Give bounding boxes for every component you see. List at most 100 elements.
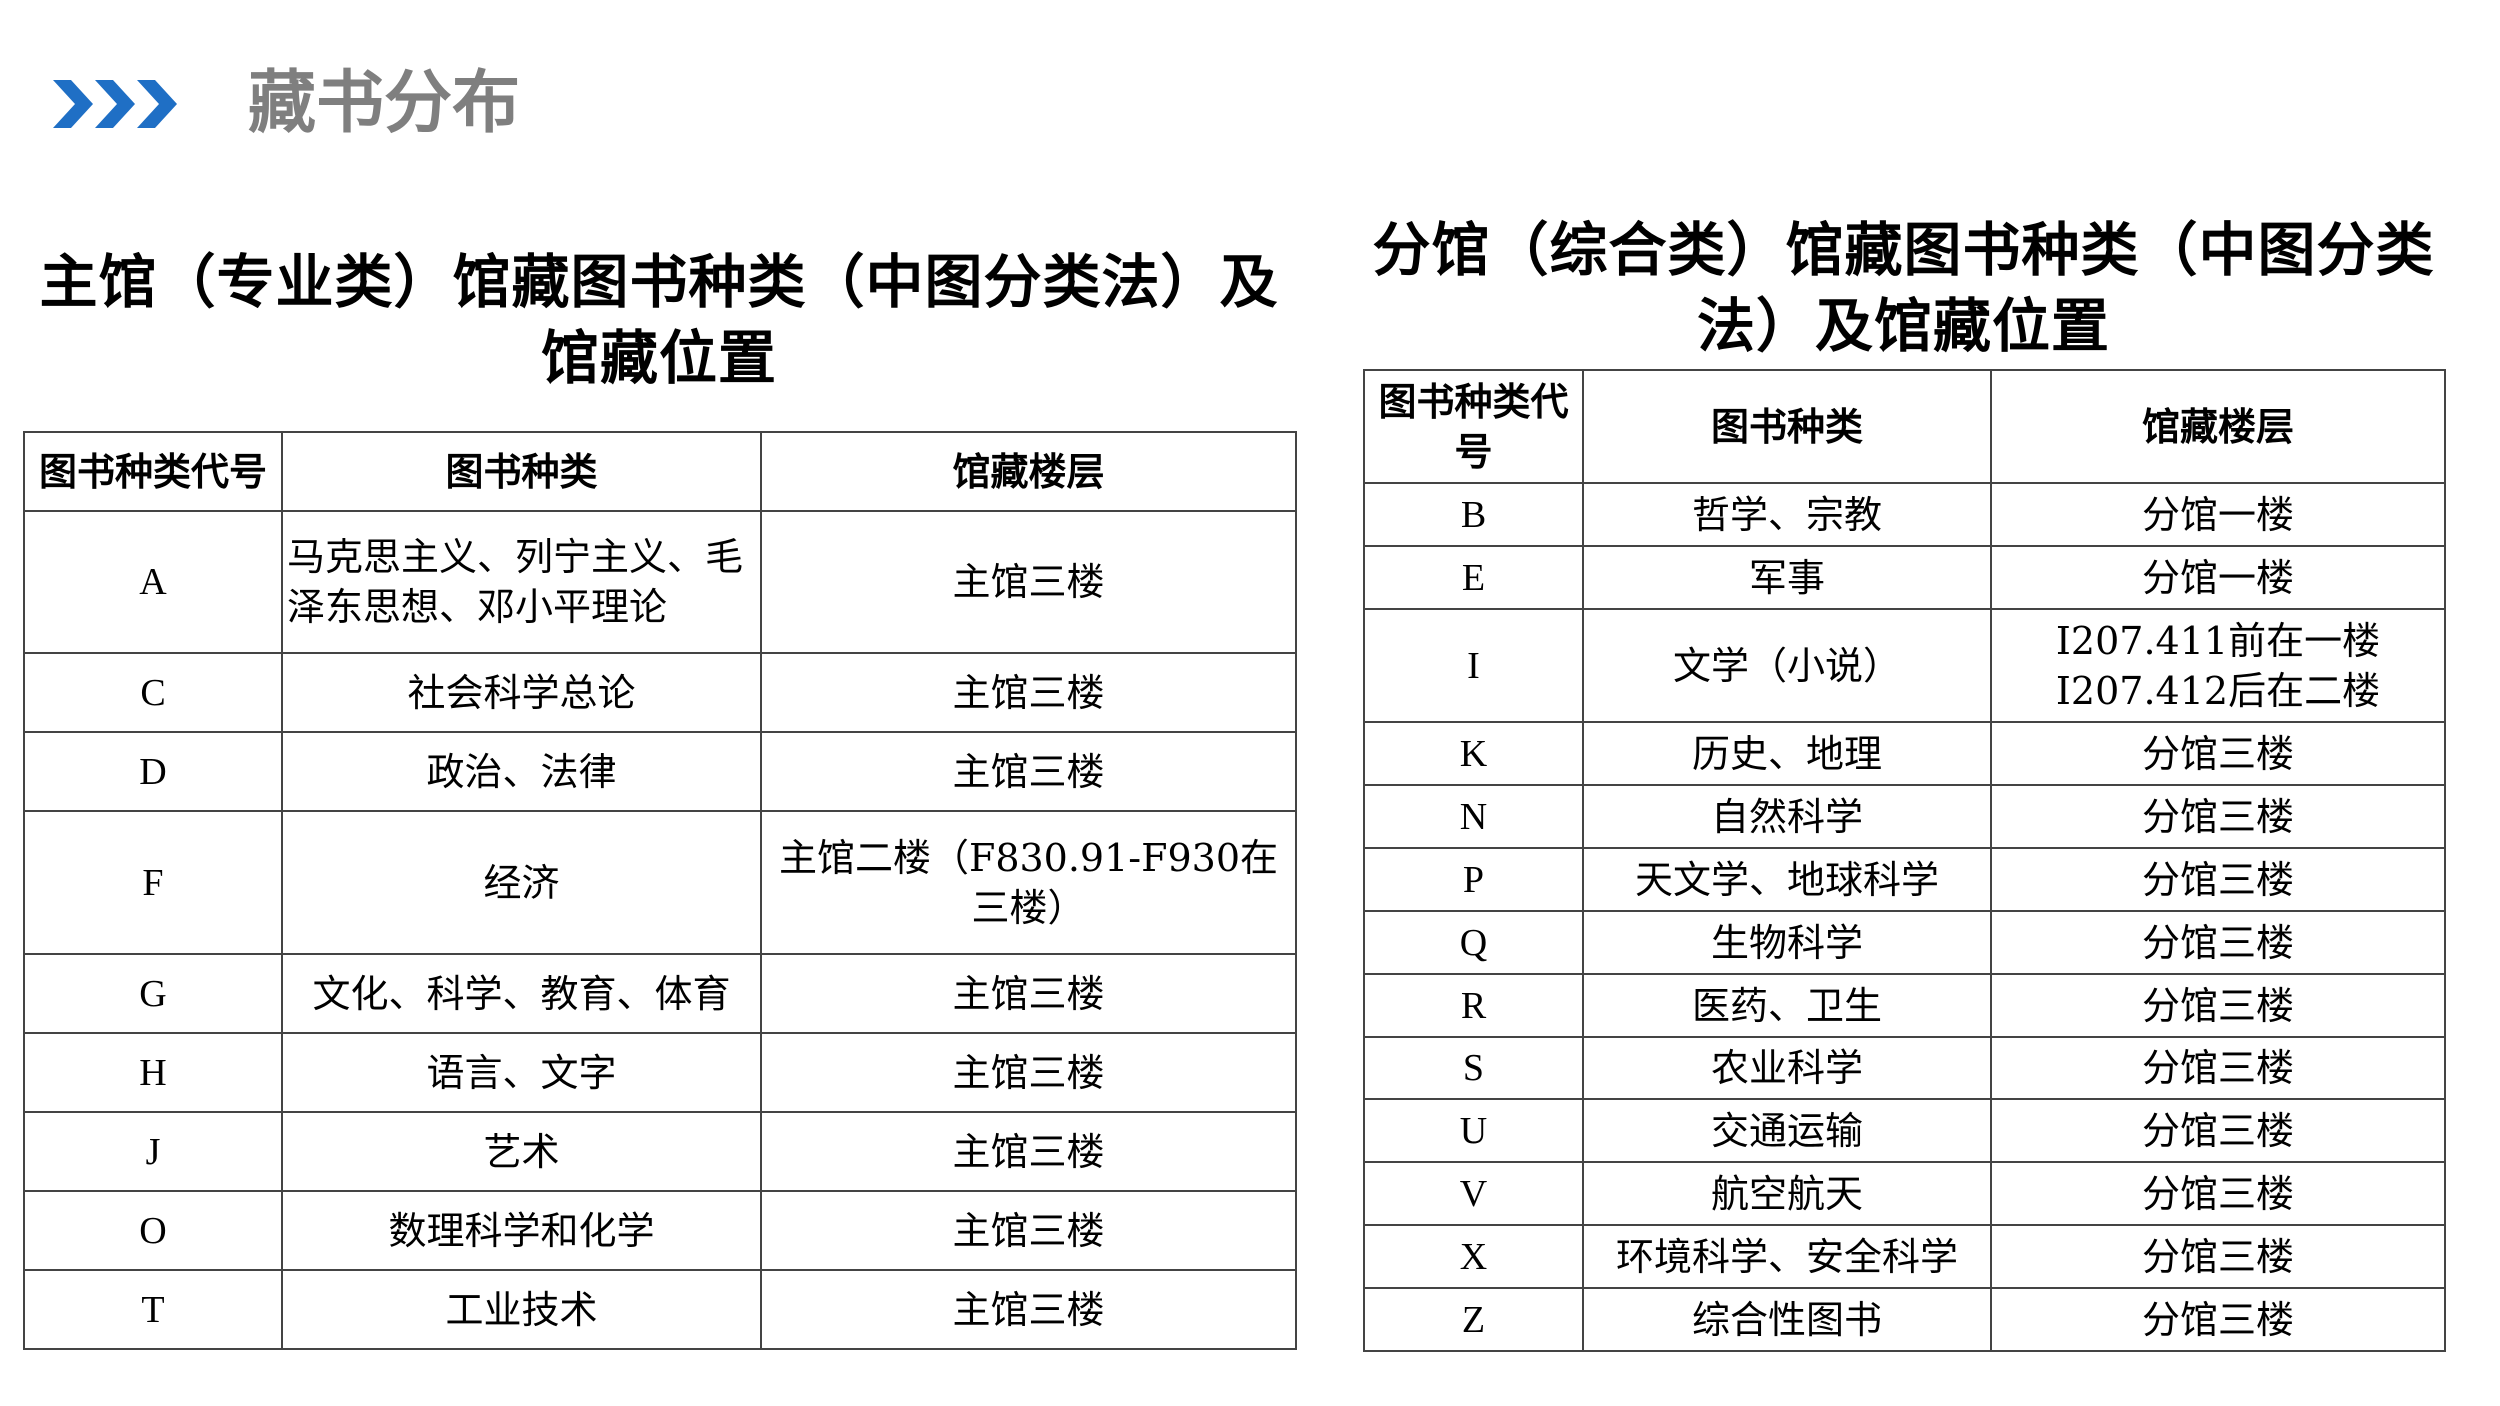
code-cell: B — [1363, 482, 1584, 547]
category-cell: 工业技术 — [281, 1269, 762, 1350]
category-cell: 马克思主义、列宁主义、毛泽东思想、邓小平理论 — [281, 510, 762, 654]
code-cell: F — [23, 810, 283, 955]
code-cell: I — [1363, 608, 1584, 723]
floor-cell: 主馆三楼 — [760, 1269, 1297, 1350]
floor-cell: 分馆三楼 — [1990, 1161, 2446, 1226]
code-cell: G — [23, 953, 283, 1034]
category-cell: 艺术 — [281, 1111, 762, 1192]
code-cell: R — [1363, 973, 1584, 1038]
code-cell: V — [1363, 1161, 1584, 1226]
code-cell: O — [23, 1190, 283, 1271]
table-row: V 航空航天 分馆三楼 — [1363, 1161, 2446, 1226]
category-cell: 数理科学和化学 — [281, 1190, 762, 1271]
main-table-title: 主馆（专业类）馆藏图书种类（中图分类法）及馆藏位置 — [39, 248, 1279, 392]
table-row: T 工业技术 主馆三楼 — [23, 1269, 1297, 1350]
table-header-row: 图书种类代号 图书种类 馆藏楼层 — [1363, 369, 2446, 484]
code-cell: T — [23, 1269, 283, 1350]
floor-cell: 主馆三楼 — [760, 731, 1297, 812]
table-row: Q 生物科学 分馆三楼 — [1363, 910, 2446, 975]
category-cell: 语言、文字 — [281, 1032, 762, 1113]
code-cell: P — [1363, 847, 1584, 912]
table-row: P 天文学、地球科学 分馆三楼 — [1363, 847, 2446, 912]
floor-cell: 主馆三楼 — [760, 510, 1297, 654]
table-row: C 社会科学总论 主馆三楼 — [23, 652, 1297, 733]
table-row: A 马克思主义、列宁主义、毛泽东思想、邓小平理论 主馆三楼 — [23, 510, 1297, 654]
table-row: K 历史、地理 分馆三楼 — [1363, 721, 2446, 786]
code-cell: K — [1363, 721, 1584, 786]
column-header-floor: 馆藏楼层 — [1990, 369, 2446, 484]
code-cell: C — [23, 652, 283, 733]
table-row: S 农业科学 分馆三楼 — [1363, 1036, 2446, 1100]
category-cell: 哲学、宗教 — [1582, 482, 1992, 547]
category-cell: 文化、科学、教育、体育 — [281, 953, 762, 1034]
floor-cell: I207.411前在一楼 I207.412后在二楼 — [1990, 608, 2446, 723]
table-row: H 语言、文字 主馆三楼 — [23, 1032, 1297, 1113]
table-row: R 医药、卫生 分馆三楼 — [1363, 973, 2446, 1038]
table-row: U 交通运输 分馆三楼 — [1363, 1098, 2446, 1163]
floor-cell: 主馆三楼 — [760, 652, 1297, 733]
table-row: O 数理科学和化学 主馆三楼 — [23, 1190, 1297, 1271]
code-cell: J — [23, 1111, 283, 1192]
floor-cell: 主馆三楼 — [760, 1190, 1297, 1271]
code-cell: H — [23, 1032, 283, 1113]
category-cell: 自然科学 — [1582, 784, 1992, 849]
floor-cell: 分馆三楼 — [1990, 910, 2446, 975]
table-row: N 自然科学 分馆三楼 — [1363, 784, 2446, 849]
code-cell: Z — [1363, 1287, 1584, 1352]
floor-cell: 分馆三楼 — [1990, 784, 2446, 849]
floor-cell: 分馆三楼 — [1990, 973, 2446, 1038]
code-cell: U — [1363, 1098, 1584, 1163]
code-cell: A — [23, 510, 283, 654]
column-header-code: 图书种类代号 — [23, 431, 283, 512]
code-cell: E — [1363, 545, 1584, 610]
floor-cell: 主馆三楼 — [760, 1032, 1297, 1113]
category-cell: 社会科学总论 — [281, 652, 762, 733]
table-row: B 哲学、宗教 分馆一楼 — [1363, 482, 2446, 547]
code-cell: N — [1363, 784, 1584, 849]
floor-cell: 分馆三楼 — [1990, 1287, 2446, 1352]
column-header-floor: 馆藏楼层 — [760, 431, 1297, 512]
floor-cell: 分馆三楼 — [1990, 1036, 2446, 1100]
category-cell: 历史、地理 — [1582, 721, 1992, 786]
floor-cell: 分馆三楼 — [1990, 1098, 2446, 1163]
category-cell: 生物科学 — [1582, 910, 1992, 975]
triple-chevron-right-icon — [53, 80, 177, 128]
table-row: G 文化、科学、教育、体育 主馆三楼 — [23, 953, 1297, 1034]
main-library-table: 图书种类代号 图书种类 馆藏楼层 A 马克思主义、列宁主义、毛泽东思想、邓小平理论… — [23, 431, 1297, 1350]
table-row: Z 综合性图书 分馆三楼 — [1363, 1287, 2446, 1352]
code-cell: D — [23, 731, 283, 812]
table-row: E 军事 分馆一楼 — [1363, 545, 2446, 610]
category-cell: 经济 — [281, 810, 762, 955]
floor-cell: 主馆二楼（F830.91-F930在三楼） — [760, 810, 1297, 955]
category-cell: 医药、卫生 — [1582, 973, 1992, 1038]
floor-cell: 分馆一楼 — [1990, 545, 2446, 610]
column-header-category: 图书种类 — [1582, 369, 1992, 484]
column-header-category: 图书种类 — [281, 431, 762, 512]
floor-cell: 主馆三楼 — [760, 953, 1297, 1034]
category-cell: 农业科学 — [1582, 1036, 1992, 1100]
floor-cell: 分馆三楼 — [1990, 847, 2446, 912]
column-header-code: 图书种类代号 — [1363, 369, 1584, 484]
branch-table-title: 分馆（综合类）馆藏图书种类（中图分类法）及馆藏位置 — [1372, 216, 2435, 360]
category-cell: 航空航天 — [1582, 1161, 1992, 1226]
code-cell: S — [1363, 1036, 1584, 1100]
code-cell: X — [1363, 1224, 1584, 1289]
code-cell: Q — [1363, 910, 1584, 975]
category-cell: 环境科学、安全科学 — [1582, 1224, 1992, 1289]
floor-cell: 分馆一楼 — [1990, 482, 2446, 547]
category-cell: 政治、法律 — [281, 731, 762, 812]
category-cell: 综合性图书 — [1582, 1287, 1992, 1352]
table-header-row: 图书种类代号 图书种类 馆藏楼层 — [23, 431, 1297, 512]
floor-cell: 分馆三楼 — [1990, 721, 2446, 786]
floor-cell: 分馆三楼 — [1990, 1224, 2446, 1289]
table-row: D 政治、法律 主馆三楼 — [23, 731, 1297, 812]
section-title: 藏书分布 — [248, 64, 521, 143]
table-row: X 环境科学、安全科学 分馆三楼 — [1363, 1224, 2446, 1289]
table-row: J 艺术 主馆三楼 — [23, 1111, 1297, 1192]
table-row: F 经济 主馆二楼（F830.91-F930在三楼） — [23, 810, 1297, 955]
category-cell: 文学（小说） — [1582, 608, 1992, 723]
category-cell: 交通运输 — [1582, 1098, 1992, 1163]
floor-cell: 主馆三楼 — [760, 1111, 1297, 1192]
branch-library-table: 图书种类代号 图书种类 馆藏楼层 B 哲学、宗教 分馆一楼 E 军事 分馆一楼 I 文学（小说… — [1363, 369, 2446, 1352]
category-cell: 天文学、地球科学 — [1582, 847, 1992, 912]
